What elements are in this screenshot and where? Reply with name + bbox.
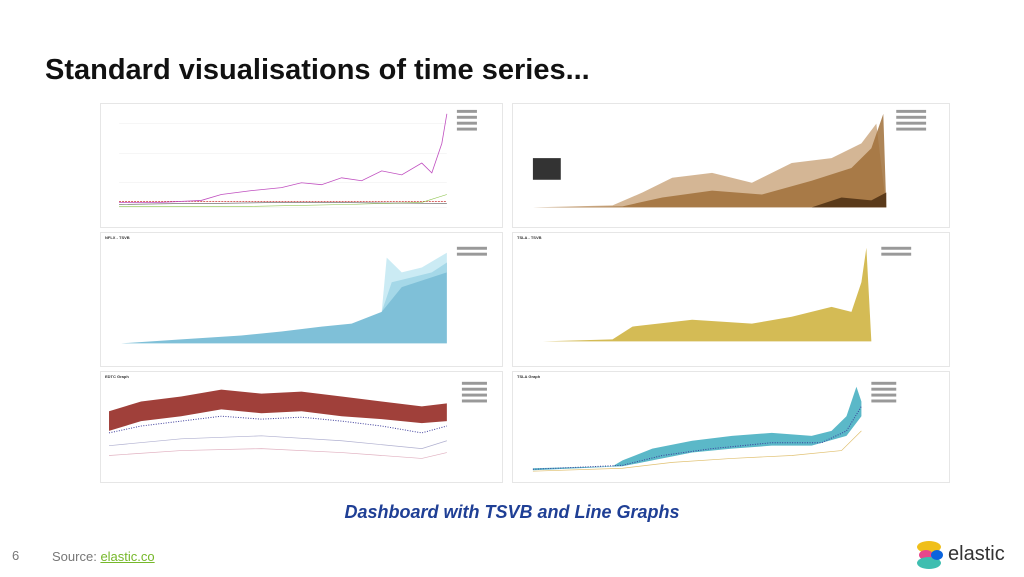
chart-image (121, 246, 487, 344)
panel-title: TSLA Graph (517, 374, 541, 379)
panel: TSLA Graph (512, 371, 950, 483)
chart-image (119, 109, 477, 208)
chart-image (532, 381, 897, 472)
chart-image (542, 246, 912, 342)
logo-text: elastic (948, 543, 1005, 565)
panel (512, 103, 950, 228)
page-number: 6 (12, 548, 20, 563)
slide-title: Standard visualisations of time series..… (45, 54, 590, 86)
source: Source: elastic.co (52, 549, 155, 564)
panel: TSLA - TSVB (512, 232, 950, 367)
logo: elastic (912, 538, 1012, 572)
panel-title: TSLA - TSVB (517, 235, 542, 240)
chart-image (108, 381, 487, 459)
panel-title: NFLX - TSVB (105, 235, 130, 240)
logo-mark (917, 541, 943, 569)
panel (100, 103, 503, 228)
source-link[interactable]: elastic.co (100, 549, 155, 564)
chart-image (532, 109, 927, 208)
source-label: Source: (52, 549, 97, 564)
caption: Dashboard with TSVB and Line Graphs (344, 502, 680, 522)
panel-title: EDTC Graph (105, 374, 129, 379)
panel: NFLX - TSVB (100, 232, 503, 367)
panel: EDTC Graph (100, 371, 503, 483)
